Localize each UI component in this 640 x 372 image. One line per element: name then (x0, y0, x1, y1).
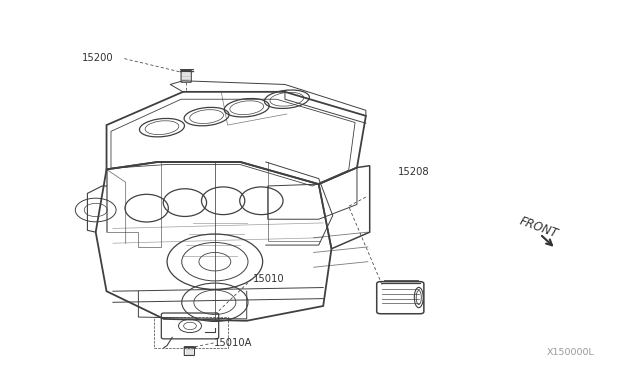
Text: 15200: 15200 (82, 52, 113, 62)
Text: FRONT: FRONT (518, 214, 559, 240)
Text: 15208: 15208 (397, 167, 429, 177)
Text: X150000L: X150000L (547, 349, 595, 357)
Text: 15010: 15010 (253, 274, 285, 284)
Text: 15010A: 15010A (214, 338, 253, 348)
